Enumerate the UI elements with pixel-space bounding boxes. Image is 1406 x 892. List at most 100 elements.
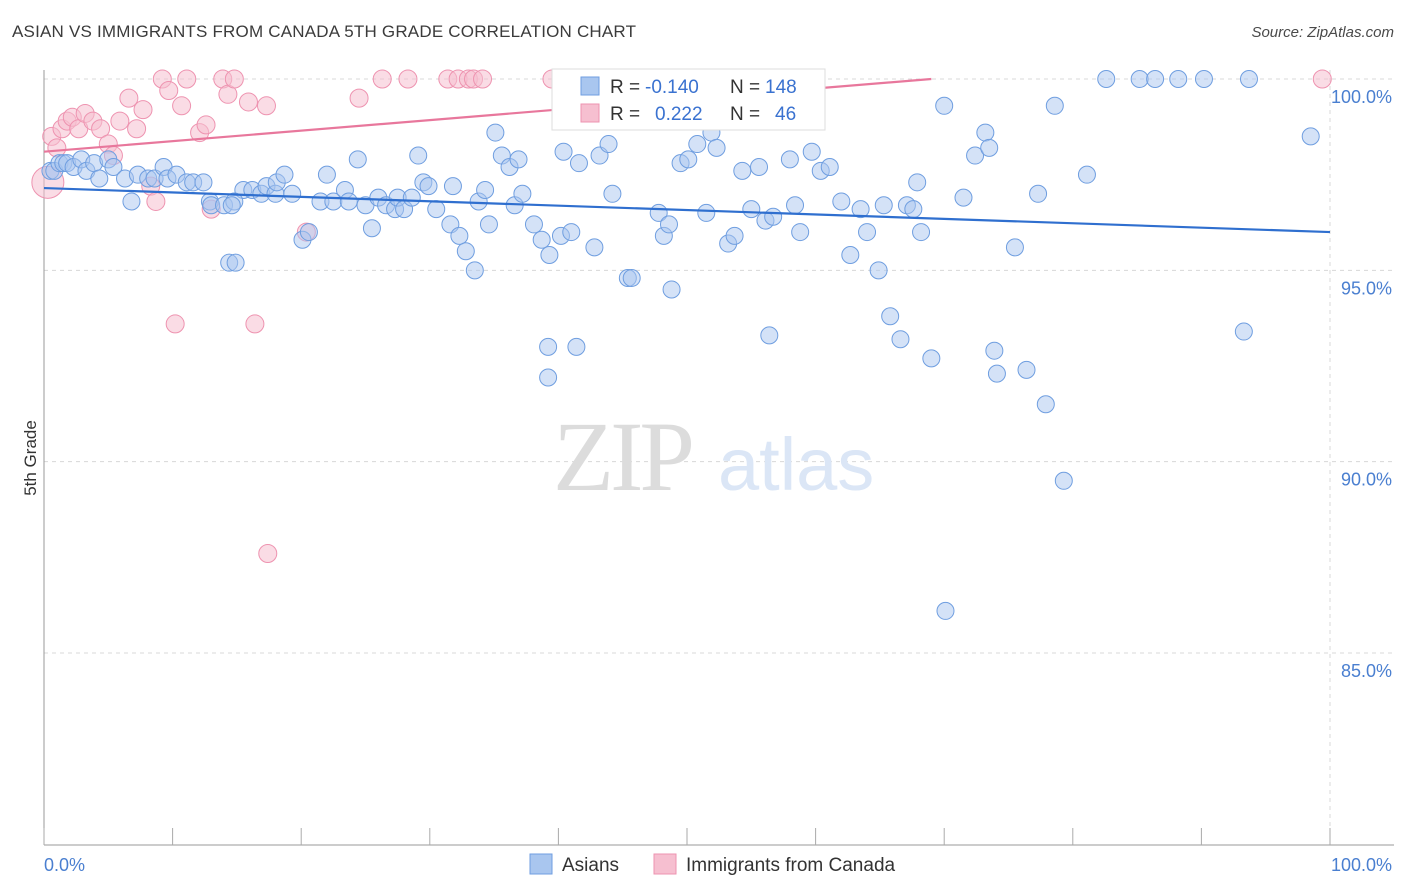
point-canada: [473, 69, 493, 89]
point-canada: [146, 191, 166, 211]
point-asians: [562, 223, 581, 242]
chart-title: ASIAN VS IMMIGRANTS FROM CANADA 5TH GRAD…: [12, 22, 637, 41]
point-asians: [980, 138, 999, 157]
point-asians: [585, 238, 604, 257]
legend-label-asians: Asians: [562, 855, 619, 876]
axes-layer: [43, 70, 1394, 846]
point-asians: [1077, 165, 1096, 184]
point-asians: [317, 165, 336, 184]
point-canada: [1312, 69, 1332, 89]
point-canada: [110, 111, 130, 131]
point-asians: [275, 165, 294, 184]
point-asians: [1169, 70, 1188, 88]
point-asians: [841, 246, 860, 265]
stats-swatch-asians: [580, 76, 600, 96]
point-asians: [476, 180, 495, 199]
point-canada: [258, 544, 278, 564]
point-canada: [398, 69, 418, 89]
point-asians: [554, 142, 573, 161]
stats-r-label-asians: R =: [610, 77, 640, 98]
point-asians: [733, 161, 752, 180]
point-asians: [524, 215, 543, 234]
point-asians: [622, 268, 641, 287]
point-asians: [1234, 322, 1253, 341]
point-canada: [159, 80, 179, 100]
point-asians: [679, 150, 698, 169]
point-canada: [177, 69, 197, 89]
point-asians: [599, 135, 618, 154]
point-asians: [1239, 70, 1258, 88]
point-asians: [362, 219, 381, 238]
point-asians: [122, 192, 141, 211]
point-asians: [802, 142, 821, 161]
point-canada: [256, 96, 276, 116]
point-asians: [891, 330, 910, 349]
point-asians: [760, 326, 779, 345]
point-asians: [1029, 184, 1048, 203]
stats-r-value-asians: -0.140: [645, 77, 699, 98]
point-asians: [912, 223, 931, 242]
point-asians: [780, 150, 799, 169]
stats-n-value-canada: 46: [775, 104, 796, 125]
point-asians: [1045, 96, 1064, 115]
point-asians: [874, 196, 893, 215]
point-asians: [283, 184, 302, 203]
y-tick-label: 95.0%: [1341, 278, 1392, 298]
trendline-asians: [43, 186, 1331, 234]
point-asians: [456, 242, 475, 261]
point-canada: [133, 100, 153, 120]
point-asians: [869, 261, 888, 280]
bottom-legend: Asians Immigrants from Canada: [529, 853, 896, 876]
point-asians: [935, 96, 954, 115]
legend-swatch-asians: [529, 853, 553, 875]
legend-label-canada: Immigrants from Canada: [686, 855, 896, 876]
source-label: Source: ZipAtlas.com: [1251, 24, 1394, 41]
point-asians: [1097, 70, 1116, 88]
point-asians: [832, 192, 851, 211]
point-asians: [539, 368, 558, 387]
point-canada: [91, 119, 111, 139]
point-asians: [922, 349, 941, 368]
series-asians: [41, 70, 1320, 620]
point-asians: [348, 150, 367, 169]
point-asians: [791, 223, 810, 242]
point-asians: [539, 337, 558, 356]
y-axis-label: 5th Grade: [21, 420, 40, 496]
point-asians: [569, 154, 588, 173]
point-canada: [165, 314, 185, 334]
point-asians: [881, 307, 900, 326]
point-canada: [372, 69, 392, 89]
point-asians: [339, 192, 358, 211]
point-canada: [349, 88, 369, 108]
point-asians: [513, 184, 532, 203]
point-canada: [172, 96, 192, 116]
point-asians: [976, 123, 995, 142]
point-asians: [985, 341, 1004, 360]
point-asians: [1130, 70, 1149, 88]
point-asians: [402, 188, 421, 207]
stats-n-value-asians: 148: [765, 77, 797, 98]
point-asians: [764, 207, 783, 226]
stats-n-label-asians: N =: [730, 77, 760, 98]
point-asians: [1146, 70, 1165, 88]
x-tick-label: 0.0%: [44, 855, 85, 875]
point-asians: [567, 337, 586, 356]
point-asians: [1017, 360, 1036, 379]
y-tick-label: 100.0%: [1331, 87, 1392, 107]
point-canada: [119, 88, 139, 108]
point-asians: [987, 364, 1006, 383]
point-asians: [450, 226, 469, 245]
point-asians: [851, 200, 870, 219]
stats-r-label-canada: R =: [610, 104, 640, 125]
point-canada: [245, 314, 265, 334]
point-asians: [697, 203, 716, 222]
point-asians: [540, 246, 559, 265]
point-asians: [1194, 70, 1213, 88]
point-canada: [127, 119, 147, 139]
point-asians: [104, 158, 123, 177]
stats-swatch-canada: [580, 103, 600, 123]
stats-r-value-canada: 0.222: [655, 104, 703, 125]
point-asians: [194, 173, 213, 192]
point-asians: [90, 169, 109, 188]
